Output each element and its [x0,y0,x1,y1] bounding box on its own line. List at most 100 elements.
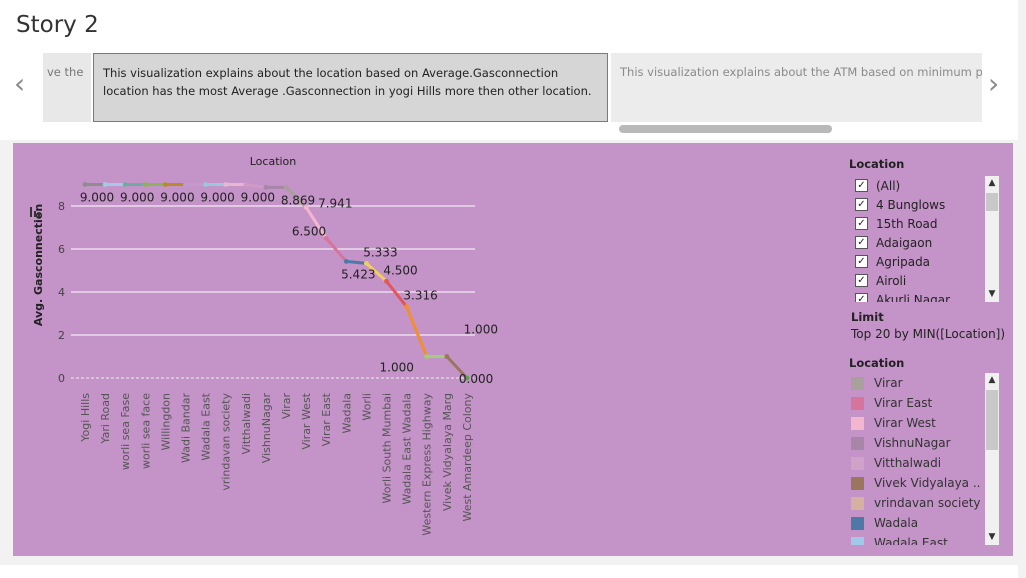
legend-item[interactable]: Virar West [851,413,983,433]
filter-item-label: (All) [876,178,901,193]
story-header: Story 2 ‹ ve the This visualization expl… [0,0,1018,140]
data-point[interactable] [102,182,108,187]
legend-swatch [851,536,864,545]
legend-item[interactable]: Vivek Vidyalaya .. [851,473,983,493]
x-category-label: Virar West [300,392,313,449]
filter-item[interactable]: ✓ 4 Bunglows [851,195,983,214]
line-segment [284,185,308,209]
data-point[interactable] [303,204,309,210]
x-category-label: Worli South Mumbai [381,393,394,504]
story-point-current[interactable]: This visualization explains about the lo… [93,53,608,122]
legend-item[interactable]: vrindavan society [851,493,983,513]
x-category-label: Willingdon [159,393,172,451]
previous-point-arrow-icon[interactable]: ‹ [14,67,26,100]
scroll-up-icon[interactable]: ▲ [988,178,996,188]
data-label: 9.000 [241,191,275,205]
data-label: 9.000 [120,191,154,205]
data-point[interactable] [163,182,168,187]
filter-item-label: Akurli Nagar [876,292,951,303]
x-category-label: Wadala East [200,392,213,460]
x-category-label: VishnuNagar [260,393,273,464]
data-label: 0.000 [459,372,493,386]
legend-scrollbar[interactable]: ▲ ▼ [985,373,999,545]
data-label: 7.941 [318,196,352,210]
data-point[interactable] [82,182,88,187]
x-category-label: Virar [280,393,293,420]
data-point[interactable] [404,304,409,310]
legend-swatch [851,476,864,490]
data-point[interactable] [283,184,289,190]
grid-lines [71,205,475,379]
filter-item[interactable]: ✓ 15th Road [851,214,983,233]
data-point[interactable] [223,182,229,187]
y-tick-label: 8 [58,200,65,213]
filter-item[interactable]: ✓ Akurli Nagar [851,290,983,302]
checkbox-checked-icon[interactable]: ✓ [855,198,868,211]
data-point[interactable] [343,259,349,264]
legend-item[interactable]: Wadala East [851,533,983,545]
checkbox-checked-icon[interactable]: ✓ [855,236,868,249]
caption-horizontal-scrollbar[interactable] [619,125,832,133]
filter-item[interactable]: ✓ Agripada [851,252,983,271]
legend-item[interactable]: Vitthalwadi [851,453,983,473]
checkbox-checked-icon[interactable]: ✓ [855,293,868,302]
data-label: 5.333 [363,245,397,259]
scroll-up-icon[interactable]: ▲ [988,375,996,385]
data-label: 9.000 [80,191,114,205]
line-segment [364,261,388,283]
story-point-previous[interactable]: ve the [43,53,91,122]
data-point[interactable] [243,182,249,187]
data-label: 5.423 [341,267,375,281]
legend-item[interactable]: VishnuNagar [851,433,983,453]
data-point[interactable] [323,235,329,241]
legend-swatch [851,416,864,430]
legend-swatch [851,436,864,450]
data-point[interactable] [444,354,450,359]
data-point[interactable] [424,354,430,359]
filter-scroll-thumb[interactable] [986,193,998,211]
checkbox-checked-icon[interactable]: ✓ [855,255,868,268]
line-segment [344,259,368,265]
legend-swatch [851,516,864,530]
scroll-down-icon[interactable]: ▼ [988,532,996,542]
story-point-next[interactable]: This visualization explains about the AT… [611,53,982,122]
y-axis-icon[interactable] [30,207,40,217]
checkbox-checked-icon[interactable]: ✓ [855,217,868,230]
line-segment [324,236,348,263]
checkbox-checked-icon[interactable]: ✓ [855,274,868,287]
story-title: Story 2 [16,12,99,38]
dashboard-panel [13,143,1013,556]
legend-item[interactable]: Virar [851,373,983,393]
x-category-label: Wadala [340,393,353,433]
filter-item[interactable]: ✓ (All) [851,176,983,195]
data-label: 9.000 [200,191,234,205]
data-point[interactable] [142,182,148,187]
next-point-arrow-icon[interactable]: › [988,67,1000,100]
data-point[interactable] [122,182,128,187]
filter-item[interactable]: ✓ Adaigaon [851,233,983,252]
data-point[interactable] [464,375,470,381]
checkbox-checked-icon[interactable]: ✓ [855,179,868,192]
x-category-labels: Yogi Hills Yari Road worli sea Fase worli s… [79,392,474,535]
data-point[interactable] [203,182,209,187]
y-tick-labels: 0 2 4 6 8 [58,200,65,385]
x-category-label: Virar East [320,392,333,446]
x-category-label: West Amardeep Colony [461,393,474,522]
data-point[interactable] [384,278,389,284]
filter-item-label: Airoli [876,273,907,288]
legend-item[interactable]: Virar East [851,393,983,413]
color-legend-list: Virar Virar East Virar West VishnuNagar Vitt… [851,373,983,545]
legend-item[interactable]: Wadala [851,513,983,533]
data-labels: 9.000 9.000 9.000 9.000 9.000 8.869 7.941 6.500… [80,191,498,387]
filter-item[interactable]: ✓ Airoli [851,271,983,290]
x-category-label: worli sea Fase [119,393,132,470]
scroll-down-icon[interactable]: ▼ [988,289,996,299]
data-point[interactable] [183,182,188,187]
data-point[interactable] [263,184,269,190]
series-line [83,183,469,380]
legend-scroll-thumb[interactable] [986,390,998,450]
filter-title: Location [849,157,905,171]
legend-label: Virar [874,376,903,390]
data-point[interactable] [364,260,369,266]
filter-scrollbar[interactable]: ▲ ▼ [985,176,999,302]
